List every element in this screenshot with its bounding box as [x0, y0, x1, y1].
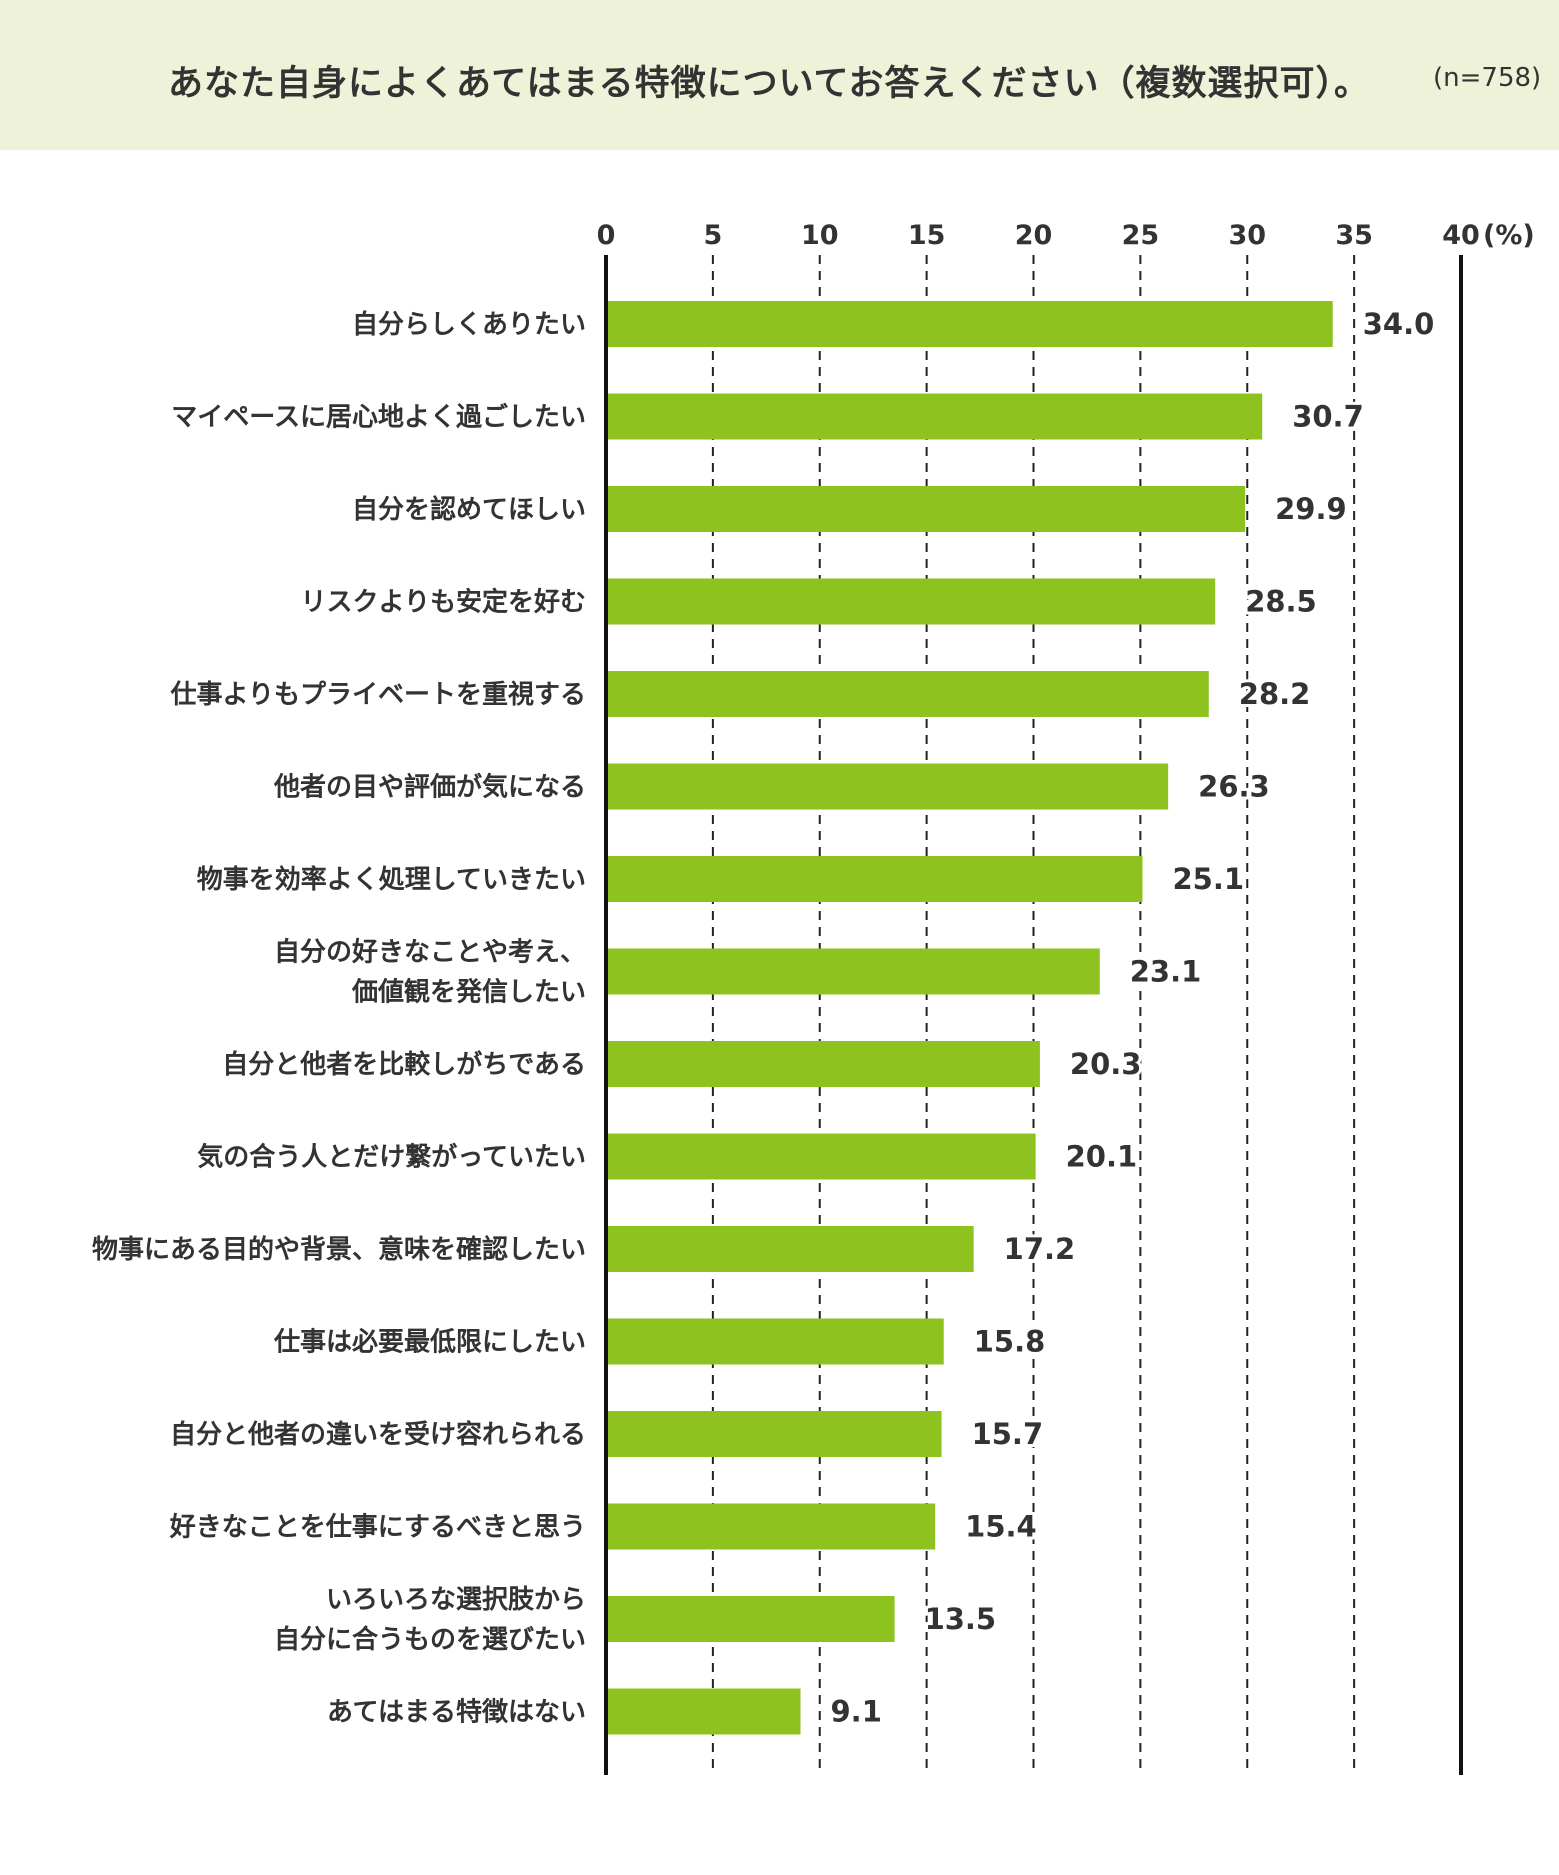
value-label-15: 13.5 [925, 1602, 997, 1636]
x-tick-label-30: 30 [1228, 220, 1266, 251]
category-label-7: 物事を効率よく処理していきたい [197, 864, 586, 895]
bar-9 [608, 1041, 1040, 1087]
value-label-9: 20.3 [1070, 1047, 1142, 1081]
value-label-14: 15.4 [965, 1510, 1037, 1544]
bar-8 [608, 948, 1100, 995]
category-label-5: 仕事よりもプライベートを重視する [170, 680, 586, 710]
bar-2 [608, 393, 1263, 440]
x-tick-label-15: 15 [908, 220, 946, 251]
x-tick-label-0: 0 [597, 220, 616, 251]
bar-14 [608, 1503, 936, 1550]
category-label-1: 自分らしくありたい [352, 309, 586, 340]
value-label-13: 15.7 [972, 1417, 1044, 1451]
value-label-8: 23.1 [1130, 955, 1202, 989]
value-label-12: 15.8 [974, 1325, 1046, 1359]
category-label-12: 仕事は必要最低限にしたい [273, 1328, 586, 1358]
value-label-6: 26.3 [1198, 770, 1270, 804]
chart-header: あなた自身によくあてはまる特徴についてお答えください（複数選択可）。 (n=75… [0, 0, 1559, 150]
category-label-4: リスクよりも安定を好む [301, 587, 586, 618]
category-label-2: マイペースに居心地よく過ごしたい [171, 402, 586, 433]
x-tick-label-35: 35 [1335, 220, 1373, 251]
bar-12 [608, 1318, 944, 1365]
category-label-14: 好きなことを仕事にするべきと思う [169, 1513, 586, 1543]
value-label-11: 17.2 [1004, 1232, 1076, 1266]
bar-1 [608, 301, 1333, 347]
category-label-15-line-2: 自分に合うものを選びたい [274, 1624, 586, 1655]
x-tick-label-20: 20 [1015, 220, 1053, 251]
value-label-4: 28.5 [1245, 585, 1317, 619]
bar-5 [608, 671, 1209, 717]
category-label-16: あてはまる特徴はない [327, 1697, 586, 1728]
category-label-10: 気の合う人とだけ繋がっていたい [197, 1142, 586, 1173]
x-tick-label-25: 25 [1122, 220, 1160, 251]
category-label-6: 他者の目や評価が気になる [273, 772, 586, 803]
bar-15 [608, 1596, 895, 1642]
bar-10 [608, 1133, 1036, 1180]
x-tick-label-40: 40 [1442, 220, 1480, 251]
value-label-7: 25.1 [1173, 862, 1245, 896]
sample-size-note: (n=758) [1433, 63, 1542, 93]
bar-16 [608, 1688, 801, 1735]
x-tick-label-10: 10 [801, 220, 839, 251]
bar-11 [608, 1226, 974, 1272]
category-label-8-line-1: 自分の好きなことや考え、 [274, 937, 586, 968]
unit-label: (%) [1483, 220, 1535, 251]
bar-7 [608, 856, 1143, 902]
bars [608, 301, 1333, 1735]
labels: 0 5 10 15 20 25 30 35 40 (%) 34.0 自分らしくありたい 30.7 マイペー… [92, 220, 1535, 1732]
category-label-11: 物事にある目的や背景、意味を確認したい [92, 1234, 586, 1265]
bar-3 [608, 486, 1246, 532]
value-label-5: 28.2 [1239, 677, 1311, 711]
value-label-2: 30.7 [1292, 400, 1364, 434]
bar-4 [608, 578, 1216, 625]
x-tick-label-5: 5 [703, 220, 722, 251]
category-label-15-line-1: いろいろな選択肢から [326, 1585, 586, 1615]
value-label-10: 20.1 [1066, 1140, 1138, 1174]
category-label-8-line-2: 価値観を発信したい [351, 977, 586, 1008]
category-label-13: 自分と他者の違いを受け容れられる [170, 1419, 586, 1450]
category-label-3: 自分を認めてほしい [352, 494, 586, 525]
value-label-16: 9.1 [831, 1695, 882, 1729]
bar-6 [608, 763, 1169, 810]
value-label-3: 29.9 [1275, 492, 1347, 526]
chart-title: あなた自身によくあてはまる特徴についてお答えください（複数選択可）。 [168, 64, 1370, 104]
bar-13 [608, 1411, 942, 1457]
axes [604, 255, 1463, 1775]
value-label-1: 34.0 [1363, 307, 1435, 341]
category-label-9: 自分と他者を比較しがちである [222, 1049, 586, 1080]
